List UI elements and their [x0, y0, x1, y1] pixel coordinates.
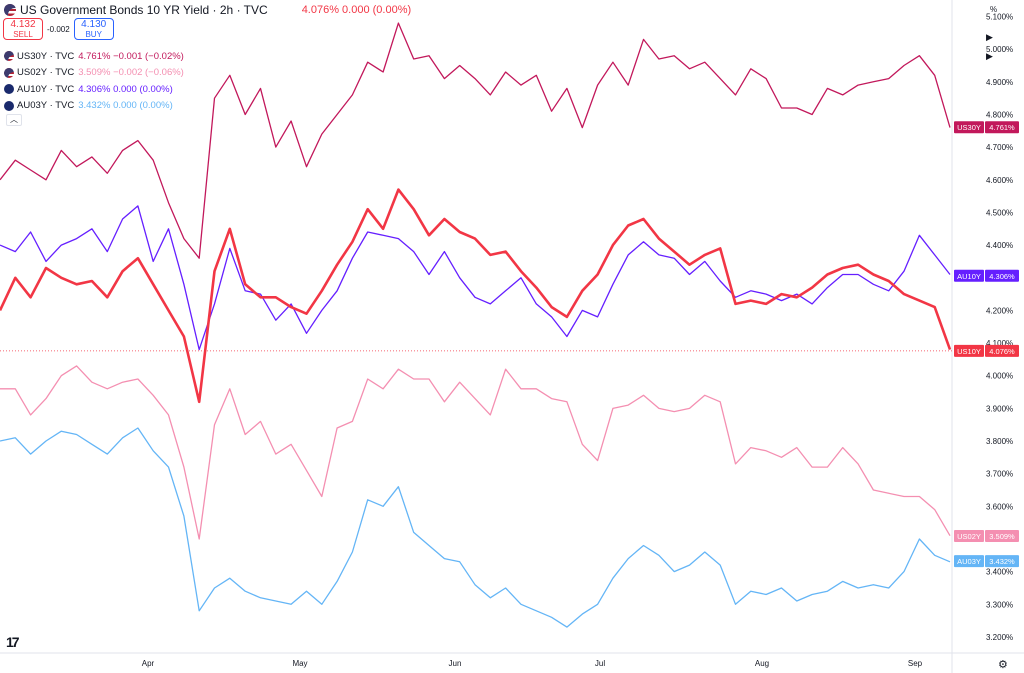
chevron-up-icon: ︿ [10, 115, 18, 124]
price-tag-value: 3.432% [989, 557, 1015, 566]
price-tag-value-bg [985, 269, 1019, 282]
series-line-us02y [0, 365, 951, 540]
y-tick-label: 3.900% [986, 404, 1013, 413]
legend-row-us30y[interactable]: US30Y · TVC 4.761% −0.001 (−0.02%) [4, 48, 184, 65]
x-tick-label: Jun [449, 659, 462, 668]
price-tag-name: US02Y [957, 532, 981, 541]
sell-price: 4.132 [10, 19, 36, 30]
x-tick-label: Apr [142, 659, 155, 668]
us-flag-icon [4, 4, 16, 16]
price-tag-value: 4.761% [989, 123, 1015, 132]
price-tag-name-bg [954, 269, 984, 282]
price-tag-value-bg [985, 530, 1019, 543]
legend-value: 3.509% −0.002 (−0.06%) [78, 67, 184, 79]
legend-value: 3.432% 0.000 (0.00%) [78, 100, 173, 112]
price-tag-name-bg [954, 555, 984, 568]
legend-row-us02y[interactable]: US02Y · TVC 3.509% −0.002 (−0.06%) [4, 65, 184, 82]
x-tick-label: Aug [755, 659, 769, 668]
price-tag-name: US10Y [957, 347, 981, 356]
series-line-au03y [0, 427, 951, 628]
chart-header: US Government Bonds 10 YR Yield · 2h · T… [0, 0, 960, 20]
y-tick-label: 4.500% [986, 208, 1013, 217]
y-tick-label: 3.600% [986, 502, 1013, 511]
chart-title[interactable]: US Government Bonds 10 YR Yield · 2h · T… [20, 3, 268, 17]
series-legend: US30Y · TVC 4.761% −0.001 (−0.02%) US02Y… [4, 48, 184, 114]
buy-price: 4.130 [81, 19, 107, 30]
price-tag-value: 4.306% [989, 272, 1015, 281]
legend-symbol: AU10Y · TVC [17, 83, 75, 95]
y-tick-label: 3.200% [986, 633, 1013, 642]
series-line-au10y [0, 205, 951, 351]
ohlc-readout: 4.076% 0.000 (0.00%) [301, 4, 412, 16]
legend-symbol: AU03Y · TVC [17, 100, 75, 112]
y-tick-label: 4.100% [986, 339, 1013, 348]
arrow-right-icon: ▶ [986, 32, 993, 42]
price-tag-name-bg [954, 530, 984, 543]
series-line-us30y [0, 22, 951, 259]
legend-symbol: US30Y · TVC [17, 50, 75, 62]
us-flag-icon [4, 51, 14, 62]
y-tick-label: 4.900% [986, 78, 1013, 87]
gear-icon[interactable]: ⚙ [998, 659, 1008, 671]
y-tick-label: 4.200% [986, 306, 1013, 315]
y-tick-label: 4.700% [986, 143, 1013, 152]
au-flag-icon [4, 84, 14, 95]
sell-label: SELL [13, 30, 33, 39]
y-tick-label: 5.100% [986, 13, 1013, 22]
price-tag-value-bg [985, 555, 1019, 568]
price-tag-name: AU10Y [957, 272, 981, 281]
legend-row-au10y[interactable]: AU10Y · TVC 4.306% 0.000 (0.00%) [4, 81, 184, 98]
price-tag-value-bg [985, 344, 1019, 357]
legend-value: 4.306% 0.000 (0.00%) [78, 83, 173, 95]
legend-value: 4.761% −0.001 (−0.02%) [78, 50, 184, 62]
price-tag-name: US30Y [957, 123, 981, 132]
collapse-legend-button[interactable]: ︿ [6, 114, 22, 126]
y-tick-label: 3.700% [986, 470, 1013, 479]
au-flag-icon [4, 100, 14, 111]
legend-symbol: US02Y · TVC [17, 67, 75, 79]
x-tick-label: Jul [595, 659, 605, 668]
price-tag-name-bg [954, 344, 984, 357]
tradingview-logo-icon[interactable]: 17 [6, 634, 20, 650]
legend-row-au03y[interactable]: AU03Y · TVC 3.432% 0.000 (0.00%) [4, 98, 184, 115]
arrow-right-icon: ▶ [986, 51, 993, 61]
y-tick-label: 4.000% [986, 372, 1013, 381]
x-tick-label: Sep [908, 659, 923, 668]
y-tick-label: 5.000% [986, 45, 1013, 54]
y-tick-label: 3.300% [986, 600, 1013, 609]
us-flag-icon [4, 67, 14, 78]
buy-button[interactable]: 4.130 BUY [73, 18, 114, 40]
y-tick-label: 4.800% [986, 110, 1013, 119]
y-tick-label: 3.400% [986, 568, 1013, 577]
y-axis-unit: % [990, 5, 997, 14]
price-tag-value: 4.076% [989, 347, 1015, 356]
spread-value: -0.002 [47, 24, 70, 34]
price-tag-name: AU03Y [957, 557, 981, 566]
price-tag-value: 3.509% [989, 532, 1015, 541]
trade-box: 4.132 SELL -0.002 4.130 BUY [3, 18, 114, 40]
x-tick-label: May [292, 659, 307, 668]
series-line-us10y [0, 188, 952, 404]
y-tick-label: 3.800% [986, 437, 1013, 446]
buy-label: BUY [85, 30, 102, 39]
price-tag-name-bg [954, 121, 984, 134]
y-tick-label: 4.600% [986, 176, 1013, 185]
price-tag-value-bg [985, 121, 1019, 134]
y-tick-label: 4.400% [986, 241, 1013, 250]
sell-button[interactable]: 4.132 SELL [3, 18, 43, 40]
